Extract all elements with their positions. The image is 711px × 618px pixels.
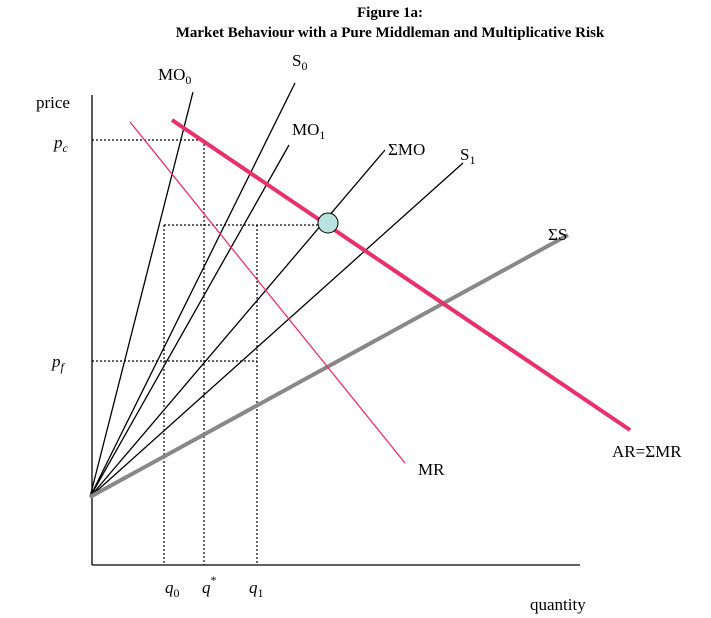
curve-label: MR	[418, 460, 445, 479]
curve	[89, 162, 464, 498]
curve-label: S0	[292, 51, 307, 73]
curve	[89, 144, 290, 498]
curve	[129, 121, 406, 464]
curve-label: AR=ΣMR	[612, 442, 682, 461]
curve	[89, 233, 569, 499]
curve-label: MO0	[158, 65, 191, 87]
quantity-label: q1	[249, 578, 264, 600]
quantity-label: q*	[202, 573, 217, 597]
figure-title: Market Behaviour with a Pure Middleman a…	[176, 25, 605, 41]
price-label: pc	[53, 133, 69, 155]
figure-label: Figure 1a:	[357, 5, 423, 21]
curve-label: MO1	[292, 120, 325, 142]
equilibrium	[317, 212, 339, 234]
axis-label: price	[36, 93, 70, 112]
curve	[89, 82, 296, 498]
curve-label: S1	[460, 145, 475, 167]
axis-label: quantity	[530, 595, 586, 614]
curve-label: ΣS	[548, 225, 567, 244]
curve-label: ΣMO	[388, 140, 425, 159]
price-label: pf	[51, 352, 66, 374]
curve	[89, 149, 386, 498]
quantity-label: q0	[165, 578, 180, 600]
curve	[170, 118, 632, 432]
curve	[89, 91, 194, 498]
